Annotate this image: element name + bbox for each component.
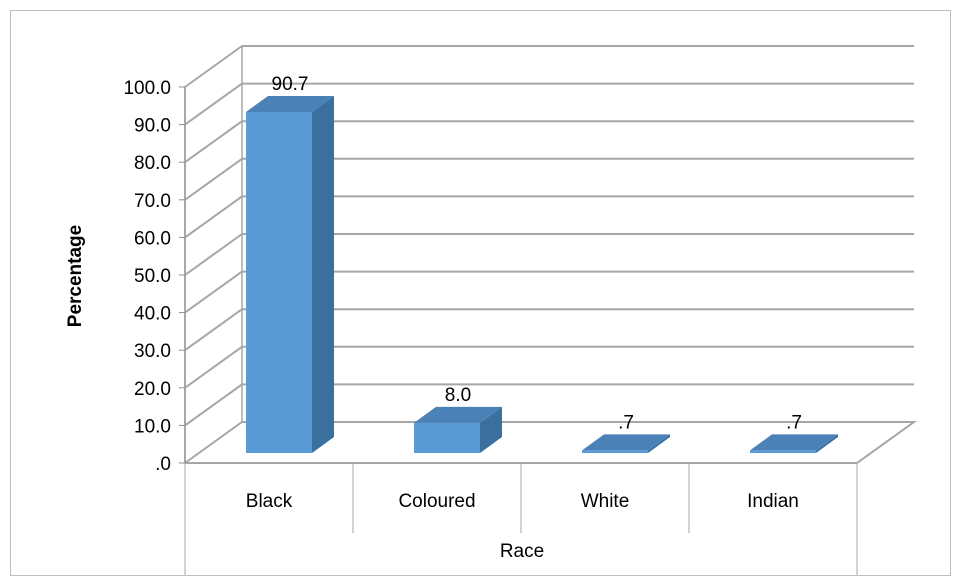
x-tick-label: Black — [246, 491, 293, 512]
y-tick-label: 10.0 — [134, 416, 171, 437]
x-axis-categories: Black Coloured White Indian — [184, 463, 858, 575]
bar-top — [414, 406, 502, 423]
y-tick-label: 20.0 — [134, 379, 171, 400]
y-tick-label: 100.0 — [123, 78, 171, 99]
x-tick-label: Coloured — [398, 491, 475, 512]
y-tick-label: .0 — [155, 454, 171, 475]
bar-side — [816, 434, 838, 453]
y-tick-label: 80.0 — [134, 153, 171, 174]
gridline-wall — [184, 195, 243, 239]
bar-top — [246, 95, 334, 112]
y-axis-title: Percentage — [65, 225, 86, 327]
gridline-wall — [184, 120, 243, 164]
bars — [246, 95, 838, 453]
gridline-wall — [184, 82, 243, 126]
data-label: 90.7 — [272, 74, 309, 95]
bar — [246, 111, 312, 453]
bar-top — [750, 434, 838, 451]
gridlines — [184, 45, 914, 427]
bar — [582, 450, 648, 453]
bar-side — [480, 406, 502, 453]
y-tick-label: 30.0 — [134, 341, 171, 362]
data-labels: 90.7 8.0 .7 .7 — [272, 74, 802, 433]
y-tick-label: 60.0 — [134, 228, 171, 249]
bar-top — [582, 434, 670, 451]
bar — [750, 450, 816, 453]
y-tick-label: 50.0 — [134, 266, 171, 287]
bar-side — [648, 434, 670, 453]
floor — [184, 421, 918, 464]
y-tick-label: 70.0 — [134, 191, 171, 212]
gridline-wall — [184, 157, 243, 201]
data-label: 8.0 — [445, 385, 471, 406]
gridline-wall — [184, 308, 243, 352]
chart-border — [10, 10, 951, 576]
x-axis-title: Race — [500, 541, 544, 562]
x-tick-label: White — [581, 491, 630, 512]
bar — [414, 422, 480, 453]
x-tick-label: Indian — [747, 491, 799, 512]
gridline-wall — [184, 270, 243, 314]
gridline-wall — [184, 383, 243, 427]
y-axis-ticks: .0 10.0 20.0 30.0 40.0 50.0 60.0 70.0 80.0 90.0 10… — [123, 78, 185, 475]
bar-side — [312, 95, 334, 453]
gridline-wall — [184, 345, 243, 389]
data-label: .7 — [618, 412, 634, 433]
data-label: .7 — [786, 412, 802, 433]
gridline-wall — [184, 233, 243, 276]
y-tick-label: 90.0 — [134, 116, 171, 137]
y-tick-label: 40.0 — [134, 304, 171, 325]
gridline-wall — [184, 45, 243, 88]
